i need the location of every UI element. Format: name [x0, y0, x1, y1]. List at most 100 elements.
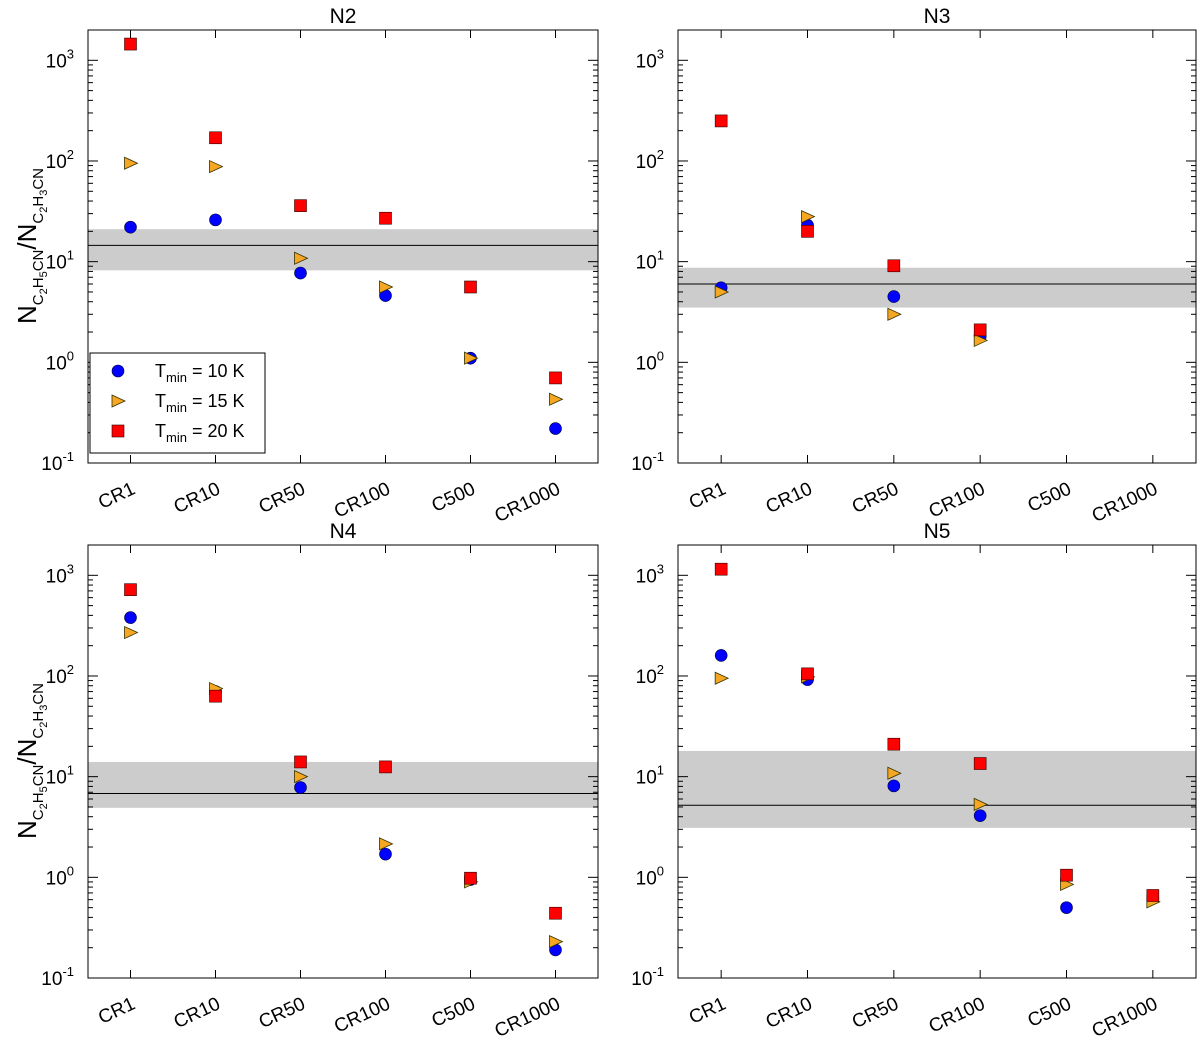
y-label-sub: CN: [30, 168, 47, 190]
y-tick-label: 102: [636, 662, 664, 688]
x-category-label: CR1000: [1089, 993, 1161, 1040]
data-point-circle: [973, 809, 987, 822]
observed-range-band: [678, 750, 1196, 828]
y-label-part: /N: [12, 224, 42, 250]
y-tick-label: 103: [636, 46, 664, 72]
data-point-triangle: [294, 251, 309, 265]
y-label-sub: C: [30, 294, 47, 305]
y-tick-base: 10: [636, 667, 657, 688]
y-label-sub: CN: [30, 250, 47, 272]
data-point-triangle: [801, 210, 816, 224]
y-tick-label: 10-1: [41, 449, 74, 475]
x-category-label: CR1: [95, 993, 138, 1028]
x-category-label: CR1: [95, 478, 138, 513]
data-point-triangle: [379, 280, 394, 294]
data-point-circle: [124, 611, 137, 624]
data-point-circle: [209, 213, 222, 227]
data-point-circle: [294, 781, 307, 794]
y-tick-exponent: 1: [657, 248, 664, 263]
data-point-triangle: [379, 837, 394, 851]
x-category-label: C500: [1025, 993, 1075, 1031]
x-category-label: CR10: [763, 478, 816, 518]
y-tick-base: 10: [636, 152, 657, 173]
legend-suffix: = 10 K: [187, 361, 245, 381]
y-tick-base: 10: [631, 454, 652, 475]
y-tick-exponent: 0: [67, 863, 74, 878]
y-tick-base: 10: [46, 667, 67, 688]
y-tick-label: 103: [46, 561, 74, 587]
y-tick-label: 101: [636, 763, 664, 789]
y-label-sub: 3: [38, 190, 50, 196]
x-category-label: CR1: [686, 993, 729, 1028]
observed-range-band: [678, 267, 1196, 308]
y-tick-label: 100: [636, 348, 664, 374]
y-tick-label: 101: [46, 248, 74, 274]
x-category-label: CR100: [926, 993, 988, 1037]
y-tick-exponent: 1: [67, 248, 74, 263]
data-point-square: [887, 259, 901, 273]
x-category-label: CR1: [686, 478, 729, 513]
x-category-label: CR1000: [1089, 478, 1161, 526]
y-tick-base: 10: [46, 353, 67, 374]
legend-label: Tmin = 10 K: [155, 361, 245, 385]
y-label-sub: 2: [38, 288, 50, 294]
y-label-sub: 5: [38, 271, 50, 277]
data-point-square: [714, 562, 728, 576]
y-tick-base: 10: [46, 566, 67, 587]
data-point-square: [887, 737, 901, 751]
data-point-square: [294, 199, 307, 212]
y-tick-base: 10: [41, 969, 62, 990]
y-label-sub: 2: [38, 803, 50, 809]
observed-range-band: [88, 229, 598, 271]
y-tick-base: 10: [46, 768, 67, 789]
y-label-sub: C: [30, 213, 47, 224]
x-category-label: CR50: [256, 478, 309, 518]
y-axis-label: NC2H5CN/NC2H3CN: [12, 168, 50, 324]
panel-title: N3: [924, 5, 951, 28]
y-tick-exponent: -1: [652, 449, 664, 464]
x-category-label: CR100: [331, 478, 393, 522]
y-label-sub: C: [30, 728, 47, 739]
panel-title: N2: [330, 5, 357, 28]
y-tick-label: 101: [636, 248, 664, 274]
axes-frame: [677, 29, 1197, 464]
y-tick-label: 10-1: [631, 449, 664, 475]
data-point-square: [209, 131, 222, 145]
y-tick-exponent: 0: [657, 863, 664, 878]
legend-marker-circle: [111, 364, 125, 378]
y-label-sub: H: [30, 277, 47, 288]
y-tick-label: 101: [46, 763, 74, 789]
legend-prefix: T: [155, 361, 166, 381]
data-point-square: [124, 37, 137, 51]
y-label-sub: H: [30, 792, 47, 803]
data-point-square: [379, 760, 392, 774]
data-point-square: [1060, 868, 1073, 882]
data-point-square: [714, 114, 728, 128]
y-tick-base: 10: [636, 253, 657, 274]
y-tick-exponent: 0: [67, 348, 74, 363]
x-category-label: CR10: [171, 993, 224, 1033]
y-tick-exponent: 3: [657, 46, 664, 61]
legend-label: Tmin = 20 K: [155, 421, 245, 445]
data-point-square: [801, 667, 814, 681]
y-tick-base: 10: [46, 253, 67, 274]
y-tick-base: 10: [41, 454, 62, 475]
data-point-square: [549, 371, 562, 385]
y-axis-label: NC2H5CN/NC2H3CN: [12, 683, 50, 839]
y-label-sub: 2: [38, 722, 50, 728]
y-tick-exponent: 3: [657, 561, 664, 576]
data-point-square: [973, 323, 987, 337]
y-tick-base: 10: [636, 353, 657, 374]
x-category-label: C500: [1025, 478, 1075, 516]
y-label-sub: 5: [38, 786, 50, 792]
legend-sub: min: [166, 370, 187, 385]
y-label-sub: C: [30, 809, 47, 820]
y-tick-exponent: -1: [62, 964, 74, 979]
x-category-label: CR10: [171, 478, 224, 518]
y-tick-exponent: 1: [67, 763, 74, 778]
y-tick-label: 10-1: [41, 964, 74, 990]
